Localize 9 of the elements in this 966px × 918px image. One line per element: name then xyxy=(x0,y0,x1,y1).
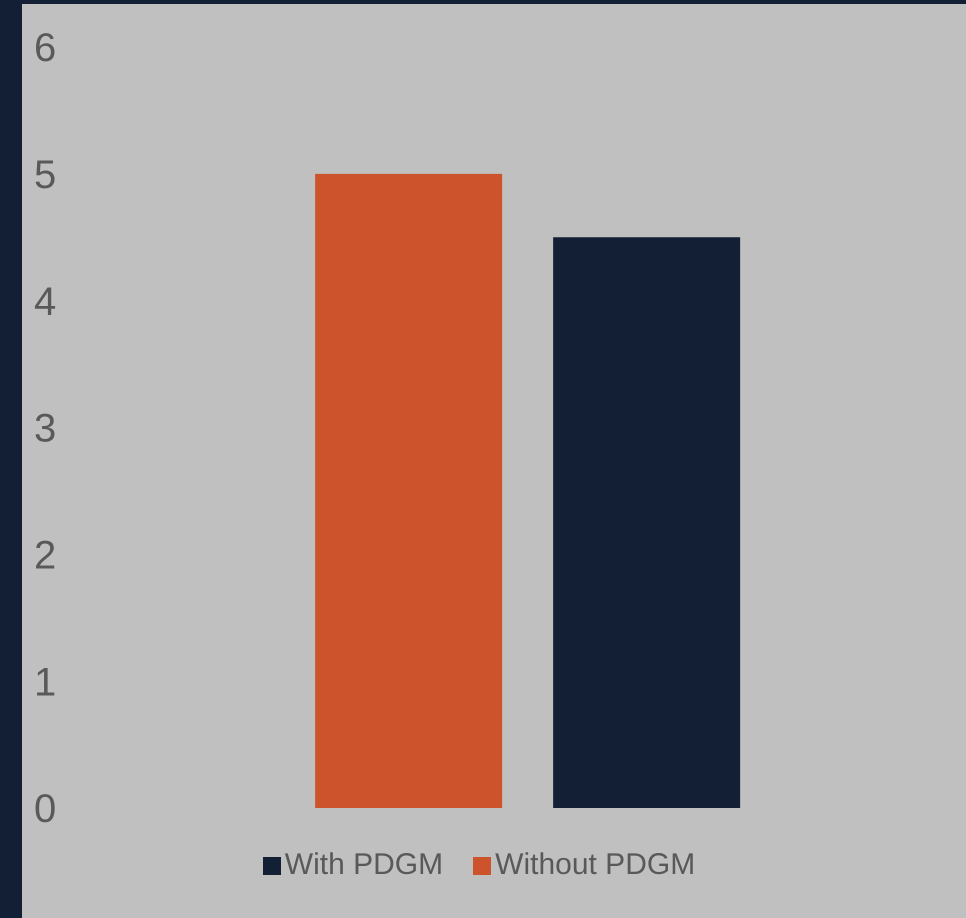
y-tick-label: 2 xyxy=(34,534,56,578)
legend-label: Without PDGM xyxy=(495,848,696,881)
y-tick-label: 3 xyxy=(34,406,56,451)
y-tick-label: 6 xyxy=(34,26,56,70)
y-tick-label: 1 xyxy=(34,660,56,704)
y-tick-label: 5 xyxy=(34,153,56,198)
legend-label: With PDGM xyxy=(284,848,444,881)
y-tick-label: 4 xyxy=(34,280,56,324)
y-tick-label: 0 xyxy=(34,787,56,832)
